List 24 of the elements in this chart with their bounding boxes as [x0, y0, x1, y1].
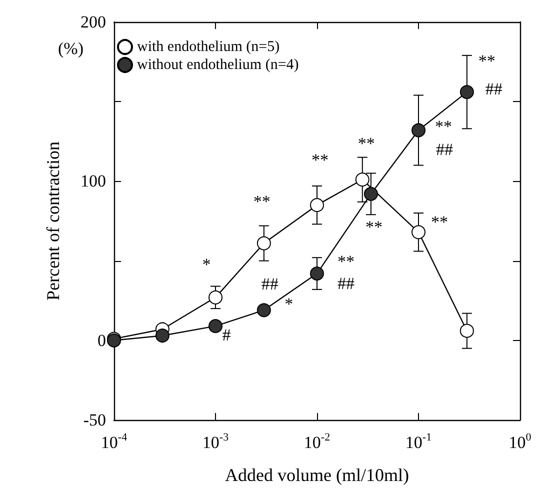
annotation: ** — [338, 252, 354, 272]
annotation: ## — [338, 274, 355, 294]
annotation: ** — [312, 150, 328, 170]
annotation: # — [222, 326, 232, 345]
legend-label: without endothelium (n=4) — [137, 57, 299, 73]
y-tick-label: 100 — [80, 172, 106, 191]
y-tick-label: 0 — [98, 330, 106, 350]
y-tick-label: 200 — [80, 12, 106, 32]
annotation: * — [284, 294, 294, 314]
annotation: ## — [436, 140, 454, 159]
annotation: ## — [261, 274, 279, 294]
annotation: ** — [358, 134, 375, 154]
annotation: * — [202, 254, 211, 274]
y-tick-label: -50 — [83, 410, 106, 430]
annotation: ** — [478, 52, 496, 71]
annotation: ** — [365, 217, 382, 236]
annotation: ** — [435, 116, 452, 136]
annotation: ** — [253, 192, 270, 211]
y-axis-title: Percent of contraction — [43, 142, 63, 300]
annotation: ** — [431, 212, 448, 232]
legend-label: with endothelium (n=5) — [137, 39, 280, 55]
x-axis-title: Added volume (ml/10ml) — [225, 465, 409, 485]
annotation: ## — [485, 80, 503, 99]
text: (%) — [58, 39, 84, 58]
